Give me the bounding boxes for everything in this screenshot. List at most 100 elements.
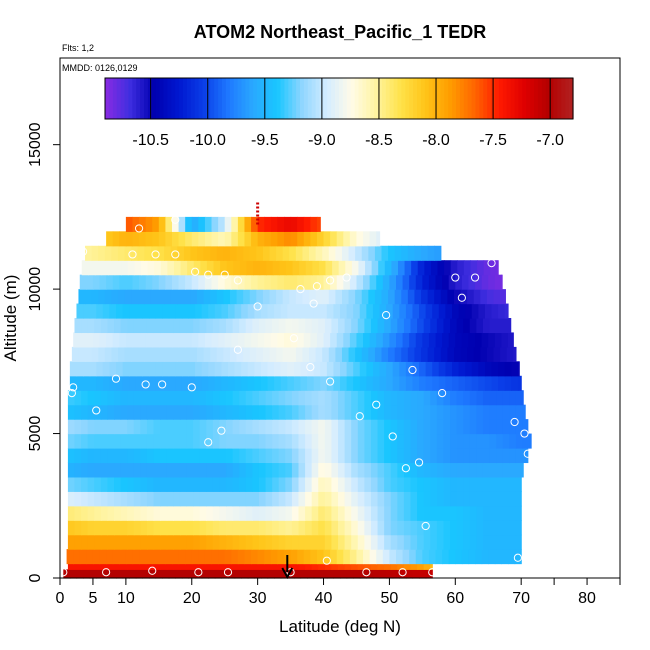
colorbar-segment (424, 78, 430, 119)
heatmap-cell (369, 231, 377, 247)
heatmap-cell (170, 245, 178, 261)
heatmap-cell (430, 260, 439, 276)
heatmap-cell (245, 390, 253, 406)
heatmap-cell (309, 346, 317, 362)
heatmap-cell (232, 448, 240, 464)
heatmap-cell (247, 361, 255, 377)
chart-title: ATOM2 Northeast_Pacific_1 TEDR (194, 22, 486, 42)
heatmap-cell (239, 534, 247, 550)
heatmap-cell (94, 318, 102, 334)
heatmap-cell (142, 375, 150, 391)
heatmap-cell (417, 534, 425, 550)
heatmap-cell (67, 476, 76, 492)
heatmap-cell (370, 404, 379, 420)
heatmap-cell (133, 433, 141, 449)
heatmap-cell (326, 303, 335, 319)
heatmap-cell (297, 231, 305, 247)
colorbar-tick-label: -7.5 (479, 132, 507, 149)
heatmap-cell (502, 476, 510, 492)
heatmap-cell (197, 245, 205, 261)
heatmap-cell (81, 505, 89, 521)
heatmap-cell (111, 245, 119, 261)
heatmap-cell (140, 404, 148, 420)
heatmap-cell (74, 534, 82, 550)
heatmap-cell (231, 216, 239, 232)
heatmap-cell (177, 346, 185, 362)
heatmap-cell (160, 491, 168, 507)
heatmap-cell (364, 448, 372, 464)
heatmap-cell (278, 520, 286, 536)
heatmap-cell (206, 520, 214, 536)
heatmap-cell (303, 231, 311, 247)
heatmap-cell (107, 462, 115, 478)
heatmap-cell (522, 419, 529, 435)
heatmap-cell (504, 375, 512, 391)
heatmap-cell (87, 419, 95, 435)
heatmap-cell (384, 419, 392, 435)
heatmap-cell (198, 274, 206, 290)
heatmap-cell (299, 260, 307, 276)
heatmap-cell (430, 505, 438, 521)
heatmap-cell (114, 520, 122, 536)
heatmap-cell (322, 245, 330, 261)
heatmap-cell (210, 346, 218, 362)
heatmap-cell (125, 274, 134, 290)
heatmap-cell (410, 318, 418, 334)
heatmap-cell (333, 361, 341, 377)
heatmap-cell (403, 505, 412, 521)
heatmap-cell (109, 361, 117, 377)
heatmap-cell (221, 375, 229, 391)
heatmap-cell (401, 346, 409, 362)
heatmap-cell (206, 404, 214, 420)
heatmap-cell (173, 433, 181, 449)
heatmap-cell (239, 462, 247, 478)
heatmap-cell (104, 346, 112, 362)
heatmap-cell (116, 303, 124, 319)
colorbar-tick-label: -8.0 (422, 132, 450, 149)
heatmap-cell (116, 569, 124, 579)
heatmap-cell (120, 318, 128, 334)
colorbar-segment (167, 78, 172, 119)
heatmap-cell (291, 448, 300, 464)
heatmap-cell (173, 448, 181, 464)
heatmap-cell (236, 346, 244, 362)
heatmap-cell (494, 332, 503, 348)
heatmap-cell (502, 491, 510, 507)
heatmap-cell (455, 332, 463, 348)
colorbar-segment (335, 78, 340, 119)
heatmap-cell (463, 476, 471, 492)
heatmap-cell (502, 462, 510, 478)
heatmap-cell (124, 245, 132, 261)
heatmap-cell (146, 534, 155, 550)
colorbar-tick-label: -9.5 (251, 132, 279, 149)
colorbar-segment (569, 78, 574, 119)
colorbar-segment (537, 78, 543, 119)
heatmap-cell (280, 303, 288, 319)
heatmap-cell (291, 534, 300, 550)
heatmap-cell (232, 404, 240, 420)
heatmap-cell (153, 404, 161, 420)
heatmap-cell (430, 520, 438, 536)
heatmap-cell (305, 433, 313, 449)
heatmap-cell (417, 433, 425, 449)
heatmap-cell (100, 419, 109, 435)
heatmap-cell (96, 361, 104, 377)
heatmap-cell (258, 448, 267, 464)
heatmap-cell (298, 520, 306, 536)
heatmap-cell (423, 433, 431, 449)
heatmap-cell (481, 332, 489, 348)
heatmap-cell (397, 419, 405, 435)
heatmap-cell (219, 520, 227, 536)
heatmap-cell (98, 289, 106, 305)
heatmap-cell (311, 476, 319, 492)
heatmap-cell (153, 476, 161, 492)
heatmap-cell (291, 433, 300, 449)
heatmap-cell (425, 361, 433, 377)
heatmap-cell (312, 260, 320, 276)
heatmap-cell (515, 433, 524, 449)
heatmap-cell (351, 260, 360, 276)
heatmap-cell (247, 569, 255, 579)
heatmap-cell (331, 491, 339, 507)
heatmap-cell (254, 303, 262, 319)
colorbar-segment (112, 78, 118, 119)
